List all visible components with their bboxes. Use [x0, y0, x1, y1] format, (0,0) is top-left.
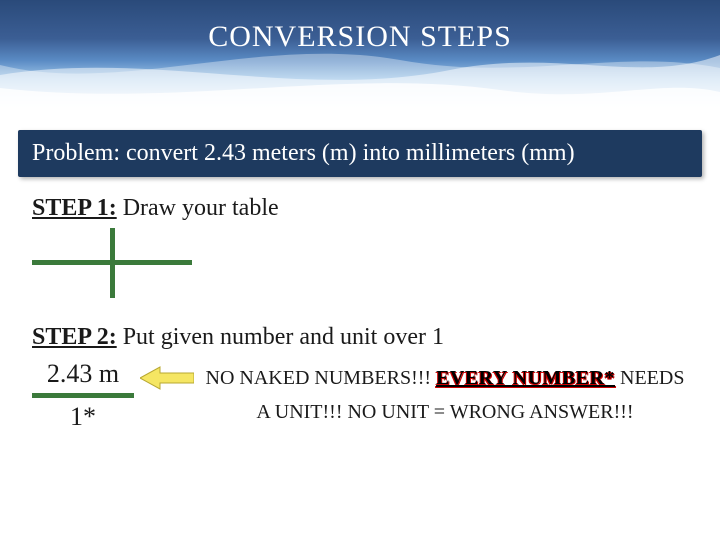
step2-label: STEP 2:	[32, 324, 117, 350]
fraction-line	[32, 393, 134, 398]
fraction-box: 2.43 m 1*	[32, 359, 134, 432]
warning-emphasis: EVERY NUMBER*	[436, 367, 615, 389]
step2-text: Put given number and unit over 1	[117, 324, 444, 350]
step2-row: 2.43 m 1* NO NAKED NUMBERS!!! EVERY NUMB…	[32, 359, 688, 432]
warning-line2: A UNIT!!! NO UNIT = WRONG ANSWER!!!	[256, 401, 633, 423]
warning-text: NO NAKED NUMBERS!!! EVERY NUMBER* NEEDS …	[202, 359, 688, 429]
problem-statement: Problem: convert 2.43 meters (m) into mi…	[18, 130, 702, 177]
step1-line: STEP 1: Draw your table	[32, 195, 688, 222]
fraction-denominator: 1*	[32, 400, 134, 432]
step2-line: STEP 2: Put given number and unit over 1	[32, 324, 688, 351]
warning-part1: NO NAKED NUMBERS!!!	[206, 367, 437, 389]
page-title: CONVERSION STEPS	[0, 20, 720, 54]
fraction-numerator: 2.43 m	[32, 359, 134, 391]
step1-label: STEP 1:	[32, 195, 117, 221]
wave-decoration	[0, 0, 720, 110]
content-area: STEP 1: Draw your table STEP 2: Put give…	[0, 177, 720, 432]
left-arrow-icon	[140, 365, 194, 396]
warning-part2: NEEDS	[615, 367, 684, 389]
header-banner: CONVERSION STEPS	[0, 0, 720, 110]
step1-cross-diagram	[32, 228, 192, 298]
cross-vertical-line	[110, 228, 115, 298]
step1-text: Draw your table	[117, 195, 279, 221]
